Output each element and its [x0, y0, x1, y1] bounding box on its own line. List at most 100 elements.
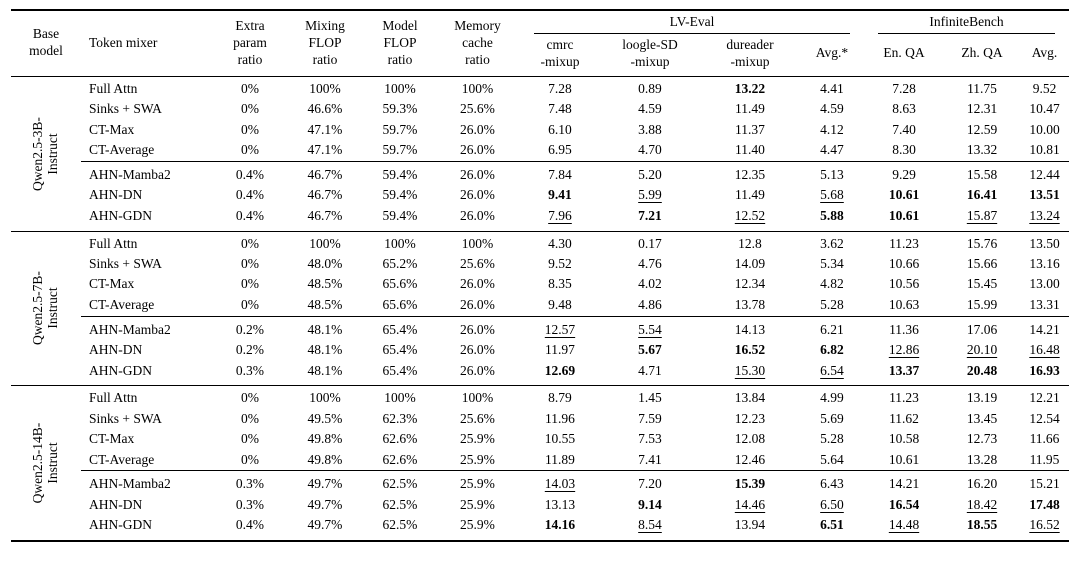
model-flop-ratio-cell: 62.6% — [382, 451, 418, 467]
mixing-flop-ratio-cell: 49.8% — [307, 451, 343, 467]
table-row: CT-Max 0% 49.8% 62.6% 25.9% 10.55 7.53 1… — [11, 430, 1069, 450]
memory-cache-ratio-cell: 26.0% — [434, 160, 520, 186]
model-flop-ratio-cell: 65.6% — [382, 296, 418, 312]
metric-cell-loogle-sd-mixup: 7.53 — [638, 431, 662, 447]
memory-cache-ratio-cell: 25.9% — [460, 496, 495, 512]
metric-cell-loogle-sd-mixup: 0.17 — [599, 230, 700, 255]
mixing-flop-ratio-cell: 49.7% — [307, 517, 343, 533]
metric-cell-loogle-sd-mixup: 7.59 — [638, 410, 662, 426]
metric-cell-cmrc-mixup: 12.69 — [544, 362, 576, 378]
metric-cell-zh-qa: 13.45 — [966, 410, 998, 426]
model-block: Qwen2.5-7B- Instruct Full Attn 0% 100% 10… — [10, 230, 1069, 386]
metric-cell-lv-eval-avg: 5.28 — [820, 431, 844, 447]
extra-param-ratio-cell: 0.4% — [235, 517, 265, 533]
mixing-flop-ratio-cell: 46.7% — [307, 207, 343, 223]
table-row: AHN-GDN 0.4% 49.7% 62.5% 25.9% 14.16 8.5… — [11, 516, 1069, 542]
mixing-flop-ratio-cell: 48.1% — [284, 315, 365, 341]
table-row: AHN-DN 0.2% 48.1% 65.4% 26.0% 11.97 5.67… — [11, 340, 1069, 360]
metric-cell-lv-eval-avg: 4.82 — [820, 276, 844, 292]
metric-cell-lv-eval-avg: 5.34 — [820, 255, 844, 271]
mixing-flop-ratio-cell: 48.5% — [307, 296, 343, 312]
model-block: Qwen2.5-14B- Instruct Full Attn 0% 100% 1… — [10, 385, 1069, 542]
mixing-flop-ratio-cell: 48.1% — [307, 362, 343, 378]
metric-cell-en-qa: 11.23 — [864, 385, 944, 410]
metric-cell-dureader-mixup: 12.46 — [734, 451, 766, 467]
metric-cell-zh-qa: 11.75 — [967, 80, 997, 96]
metric-cell-en-qa: 8.30 — [892, 142, 916, 158]
metric-cell-en-qa: 11.36 — [864, 315, 944, 341]
token-mixer-cell: AHN-DN — [88, 342, 143, 358]
metric-cell-zh-qa: 16.41 — [966, 187, 998, 203]
metric-cell-en-qa: 10.56 — [888, 276, 920, 292]
metric-cell-infinitebench-avg: 9.52 — [1032, 80, 1057, 96]
metric-cell-dureader-mixup: 12.08 — [734, 431, 766, 447]
metric-cell-zh-qa: 13.28 — [966, 451, 998, 467]
model-flop-ratio-cell: 62.5% — [364, 470, 435, 496]
table-row: Sinks + SWA 0% 48.0% 65.2% 25.6% 9.52 4.… — [11, 254, 1069, 274]
memory-cache-ratio-cell: 25.9% — [460, 517, 495, 533]
metric-cell-zh-qa: 13.32 — [966, 142, 998, 158]
mixing-flop-ratio-cell: 46.7% — [307, 187, 343, 203]
metric-cell-zh-qa: 12.73 — [966, 431, 998, 447]
memory-cache-ratio-cell: 26.0% — [460, 187, 495, 203]
token-mixer-cell: CT-Max — [88, 276, 135, 292]
group-header-lv-eval: LV-Eval — [520, 10, 864, 34]
metric-cell-en-qa: 16.54 — [888, 496, 920, 512]
token-mixer-cell: AHN-Mamba2 — [80, 160, 215, 186]
model-flop-ratio-cell: 62.5% — [382, 496, 418, 512]
table-row: AHN-Mamba2 0.3% 49.7% 62.5% 25.9% 14.03 … — [11, 470, 1069, 496]
model-block: Qwen2.5-3B- Instruct Full Attn 0% 100% 10… — [11, 76, 1069, 231]
token-mixer-cell: AHN-DN — [88, 187, 143, 203]
memory-cache-ratio-cell: 100% — [434, 385, 520, 410]
metric-cell-infinitebench-avg: 13.31 — [1029, 296, 1060, 312]
results-table-wrapper: Base model Token mixer Extra param ratio… — [10, 9, 1069, 543]
metric-cell-en-qa: 11.23 — [864, 230, 944, 255]
metric-cell-zh-qa: 12.59 — [966, 121, 998, 137]
mixing-flop-ratio-cell: 100% — [309, 80, 341, 96]
metric-cell-dureader-mixup: 11.40 — [735, 142, 765, 158]
metric-cell-cmrc-mixup: 6.95 — [548, 142, 572, 158]
metric-cell-en-qa: 10.63 — [888, 296, 920, 312]
table-row: Sinks + SWA 0% 49.5% 62.3% 25.6% 11.96 7… — [11, 409, 1069, 429]
memory-cache-ratio-cell: 26.0% — [460, 342, 495, 358]
token-mixer-cell: AHN-GDN — [88, 517, 152, 533]
model-flop-ratio-cell: 100% — [364, 385, 435, 410]
metric-cell-zh-qa: 17.06 — [944, 315, 1020, 341]
model-flop-ratio-cell: 65.4% — [364, 315, 435, 341]
metric-cell-loogle-sd-mixup: 4.86 — [638, 296, 662, 312]
table-row: CT-Average 0% 48.5% 65.6% 26.0% 9.48 4.8… — [11, 295, 1069, 316]
token-mixer-cell: CT-Max — [88, 431, 135, 447]
metric-cell-cmrc-mixup: 7.28 — [548, 80, 572, 96]
metric-cell-lv-eval-avg: 4.47 — [820, 142, 844, 158]
mixing-flop-ratio-cell: 49.7% — [284, 470, 365, 496]
memory-cache-ratio-cell: 26.0% — [460, 296, 495, 312]
metric-cell-infinitebench-avg: 11.95 — [1029, 451, 1060, 467]
memory-cache-ratio-cell: 25.6% — [460, 410, 495, 426]
extra-param-ratio-cell: 0% — [240, 276, 259, 292]
model-flop-ratio-cell: 59.4% — [382, 207, 418, 223]
token-mixer-cell: AHN-GDN — [88, 362, 152, 378]
metric-cell-infinitebench-avg: 13.00 — [1029, 276, 1060, 292]
extra-param-ratio-cell: 0.2% — [214, 315, 285, 341]
metric-cell-dureader-mixup: 13.94 — [734, 517, 766, 533]
metric-cell-lv-eval-avg: 4.12 — [820, 121, 844, 137]
mixing-flop-ratio-cell: 46.6% — [307, 101, 343, 117]
metric-cell-loogle-sd-mixup: 9.14 — [638, 496, 662, 512]
memory-cache-ratio-cell: 100% — [434, 230, 520, 255]
metric-cell-loogle-sd-mixup: 4.59 — [638, 101, 662, 117]
metric-cell-infinitebench-avg: 13.24 — [1029, 207, 1060, 223]
metric-cell-cmrc-mixup: 7.48 — [548, 101, 572, 117]
metric-cell-en-qa: 10.61 — [888, 187, 920, 203]
metric-cell-dureader-mixup: 15.39 — [699, 470, 800, 496]
metric-cell-zh-qa: 20.48 — [966, 362, 998, 378]
memory-cache-ratio-cell: 26.0% — [434, 315, 520, 341]
metric-cell-dureader-mixup: 14.13 — [699, 315, 800, 341]
token-mixer-cell: CT-Average — [88, 142, 155, 158]
metric-cell-en-qa: 14.21 — [864, 470, 944, 496]
metric-cell-cmrc-mixup: 9.41 — [548, 187, 572, 203]
metric-cell-en-qa: 10.61 — [888, 451, 920, 467]
metric-cell-loogle-sd-mixup: 5.67 — [638, 342, 662, 358]
col-header-model-flop-ratio: Model FLOP ratio — [382, 18, 418, 67]
metric-cell-en-qa: 7.28 — [892, 80, 916, 96]
memory-cache-ratio-cell: 26.0% — [460, 121, 495, 137]
